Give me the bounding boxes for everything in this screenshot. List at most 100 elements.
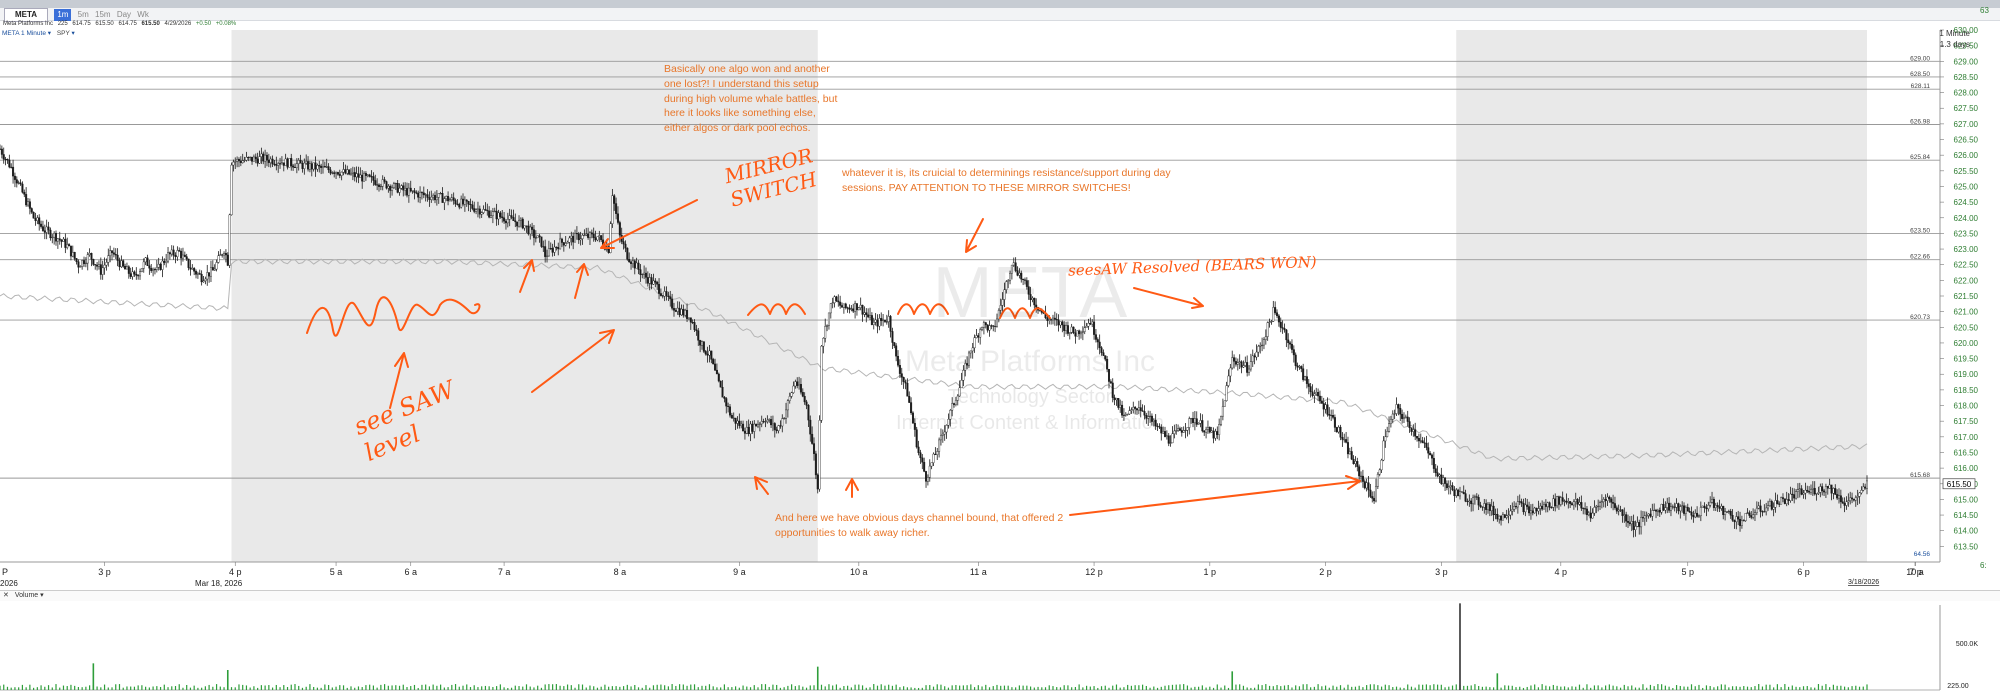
candle-body <box>600 235 603 241</box>
quote-ask: 615.50 <box>95 21 114 27</box>
y-tick-label: 629.50 <box>1954 42 1979 51</box>
candle-body <box>452 197 455 201</box>
candle-body <box>1546 502 1549 507</box>
compare-dropdown[interactable]: SPY <box>56 30 70 37</box>
volume-bar <box>298 685 300 690</box>
candle-body <box>1272 307 1275 322</box>
candle-body <box>359 174 362 178</box>
candle-body <box>1136 408 1139 411</box>
toolbar-btn-wk[interactable]: Wk <box>137 10 149 19</box>
candle-body <box>1429 452 1432 456</box>
candle-body <box>1772 507 1775 510</box>
candle-body <box>157 263 160 268</box>
candle-body <box>1318 395 1321 402</box>
candle-body <box>41 226 44 231</box>
candle-body <box>1541 505 1544 510</box>
volume-bar <box>201 687 203 690</box>
volume-bar <box>1183 684 1185 690</box>
candle-body <box>1492 505 1495 516</box>
volume-bar <box>406 687 408 690</box>
candle-body <box>1705 507 1708 510</box>
candle-body <box>1770 501 1773 510</box>
series-dropdown[interactable]: META 1 Minute <box>2 30 46 37</box>
toolbar-btn-15m[interactable]: 15m <box>95 10 111 19</box>
y-tick-label: 616.00 <box>1954 464 1979 473</box>
candle-body <box>936 451 939 455</box>
candle-body <box>822 337 825 347</box>
candle-body <box>97 264 100 267</box>
extra-axis-label: 64.56 <box>1914 551 1931 558</box>
candle-body <box>473 208 476 212</box>
candle-body <box>930 462 933 467</box>
candle-body <box>196 273 199 275</box>
volume-bar <box>843 686 845 690</box>
volume-bar <box>656 684 658 690</box>
candle-body <box>422 192 425 196</box>
candle-body <box>1057 319 1060 326</box>
candle-body <box>1339 426 1342 438</box>
volume-label[interactable]: Volume <box>14 592 39 599</box>
x-tick-label: P <box>2 567 8 577</box>
candle-body <box>616 213 619 223</box>
symbol-input[interactable]: META <box>4 8 49 22</box>
volume-bar <box>828 684 830 690</box>
candle-body <box>1078 330 1081 335</box>
candle-body <box>1647 513 1650 516</box>
volume-bar <box>1071 687 1073 690</box>
candle-body <box>1515 506 1518 508</box>
candle-body <box>1531 510 1534 514</box>
candle-body <box>786 400 789 411</box>
candle-body <box>94 264 97 266</box>
y-tick-label: 617.50 <box>1954 417 1979 426</box>
candle-body <box>262 153 265 162</box>
volume-bar <box>1478 685 1480 690</box>
candle-body <box>1214 431 1217 439</box>
candle-body <box>127 266 130 274</box>
candle-body <box>1412 429 1415 432</box>
candle-body <box>312 162 315 170</box>
y-tick-label: 618.50 <box>1954 386 1979 395</box>
candle-body <box>1660 503 1663 513</box>
volume-bar <box>182 687 184 690</box>
candle-body <box>103 264 106 269</box>
volume-bar <box>1343 687 1345 690</box>
candle-body <box>1094 334 1097 340</box>
candle-body <box>575 233 578 235</box>
candle-body <box>1684 507 1687 514</box>
toolbar-btn-1m[interactable]: 1m <box>54 9 72 21</box>
candle-body <box>1382 440 1385 461</box>
candle-body <box>1164 431 1167 437</box>
candle-body <box>676 307 679 312</box>
volume-bar <box>1605 685 1607 690</box>
x-icon[interactable]: ✕ <box>3 592 9 599</box>
candle-body <box>1087 323 1090 327</box>
candle-body <box>443 198 446 203</box>
toolbar-btn-day[interactable]: Day <box>116 10 132 19</box>
candle-body <box>389 185 392 191</box>
seesaw-squiggle <box>306 296 481 337</box>
volume-bar <box>637 687 640 690</box>
candle-body <box>336 172 339 175</box>
candle-body <box>947 419 950 426</box>
volume-header: ✕ Volume ▾ <box>0 590 2000 601</box>
volume-bar <box>664 685 666 690</box>
candle-body <box>551 248 554 253</box>
candle-body <box>900 373 903 378</box>
volume-bar <box>1843 686 1846 690</box>
candle-body <box>1401 414 1404 419</box>
candle-body <box>758 423 761 425</box>
volume-bar <box>626 684 628 690</box>
volume-bar <box>458 686 460 690</box>
candle-body <box>1384 436 1387 442</box>
candle-body <box>557 247 560 250</box>
volume-bar <box>484 685 487 690</box>
toolbar-btn-5m[interactable]: 5m <box>77 10 89 19</box>
volume-bar <box>238 684 240 690</box>
volume-bar <box>832 685 834 690</box>
x-tick-label: 3 p <box>1435 567 1448 577</box>
candle-body <box>277 163 280 166</box>
candle-body <box>56 238 59 242</box>
candle-body <box>1205 429 1208 433</box>
volume-bar <box>25 687 27 690</box>
